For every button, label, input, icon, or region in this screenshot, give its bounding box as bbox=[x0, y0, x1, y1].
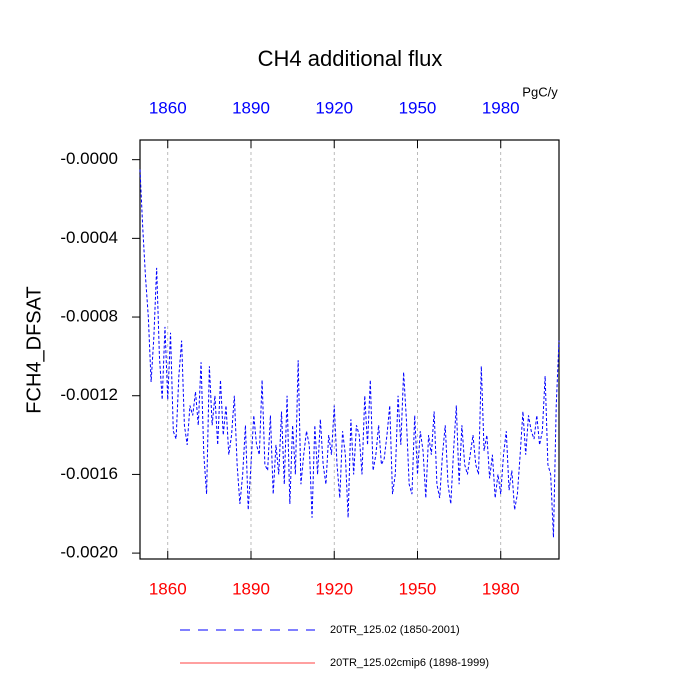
x-tick-label-top: 1920 bbox=[315, 98, 353, 117]
x-tick-label-top: 1950 bbox=[399, 98, 437, 117]
legend-label: 20TR_125.02 (1850-2001) bbox=[330, 624, 460, 636]
x-tick-label-top: 1890 bbox=[232, 98, 270, 117]
series-line bbox=[139, 169, 560, 538]
y-tick-label: -0.0008 bbox=[60, 307, 118, 326]
legend-label: 20TR_125.02cmip6 (1898-1999) bbox=[330, 657, 489, 669]
units-label: PgC/y bbox=[522, 84, 558, 99]
x-tick-label: 1890 bbox=[232, 579, 270, 598]
x-tick-label: 1920 bbox=[315, 579, 353, 598]
plot-frame bbox=[139, 139, 560, 560]
y-tick-label: -0.0012 bbox=[60, 385, 118, 404]
y-tick-label: -0.0016 bbox=[60, 464, 118, 483]
chart-title: CH4 additional flux bbox=[258, 46, 443, 71]
x-tick-label: 1980 bbox=[482, 579, 520, 598]
y-tick-label: -0.0000 bbox=[60, 149, 118, 168]
x-tick-label-top: 1980 bbox=[482, 98, 520, 117]
x-tick-label-top: 1860 bbox=[149, 98, 187, 117]
x-tick-label: 1860 bbox=[149, 579, 187, 598]
x-tick-label: 1950 bbox=[399, 579, 437, 598]
y-tick-label: -0.0020 bbox=[60, 543, 118, 562]
y-axis-label: FCH4_DFSAT bbox=[23, 286, 45, 413]
y-tick-label: -0.0004 bbox=[60, 228, 118, 247]
